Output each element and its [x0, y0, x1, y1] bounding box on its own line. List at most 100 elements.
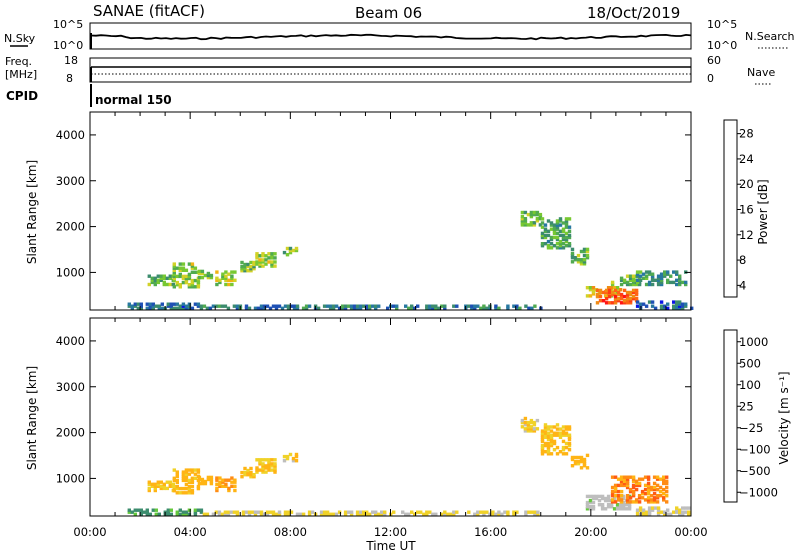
velocity-cell-8	[561, 439, 566, 444]
power-cell-11	[610, 292, 615, 297]
velocity-cell-13	[431, 512, 435, 516]
power-cell-11	[610, 301, 615, 305]
velocity-cell-3	[215, 476, 219, 480]
velocity-cell-1	[175, 480, 179, 485]
velocity-cell-5	[267, 462, 271, 466]
velocity-cell-11	[662, 475, 666, 479]
velocity-cell-13	[247, 510, 252, 514]
velocity-cell-1	[172, 486, 176, 491]
velocity-cell-5	[273, 458, 277, 462]
power-cell-7	[520, 210, 525, 215]
power-cell-15	[392, 304, 396, 308]
nave-tick-high: 60	[707, 54, 721, 67]
power-cell-9	[576, 260, 581, 264]
power-cell-14	[145, 302, 149, 306]
power-cell-10	[603, 294, 608, 298]
velocity-cell-8	[567, 427, 572, 431]
velocity-cell-0	[165, 480, 169, 484]
velocity-cell-8	[564, 427, 569, 431]
velocity-cell-3	[233, 478, 237, 482]
velocity-cell-8	[561, 431, 566, 435]
velocity-cell-13	[527, 510, 531, 514]
velocity-cell-11	[637, 483, 642, 488]
velocity-cell-13	[383, 512, 387, 516]
power-cell-11	[625, 297, 630, 301]
velocity-cell-11	[625, 475, 630, 479]
velocity-cell-13	[536, 510, 540, 514]
velocity-cell-1	[175, 486, 179, 491]
power-cell-11	[601, 299, 606, 303]
power-cell-8	[546, 229, 551, 233]
velocity-cell-8	[540, 439, 545, 444]
power-cell-12	[631, 278, 636, 282]
power-cell-8	[540, 235, 545, 240]
velocity-cell-12	[145, 508, 149, 512]
power-cell-8	[549, 235, 554, 240]
power-cell-12	[625, 280, 630, 285]
velocity-cell-1	[181, 472, 186, 476]
power-cell-14	[136, 302, 140, 306]
velocity-cell-3	[224, 482, 228, 486]
velocity-cell-11	[646, 487, 651, 492]
power-cell-14	[127, 302, 131, 306]
power-ytick-label: 3000	[56, 174, 85, 188]
velocity-cell-14	[656, 506, 661, 510]
power-cell-13	[663, 272, 667, 276]
velocity-cell-10	[597, 494, 602, 499]
velocity-cell-2	[209, 479, 214, 484]
velocity-cell-11	[662, 496, 666, 500]
power-cell-12	[619, 282, 624, 287]
power-cell-15	[362, 304, 366, 308]
power-cell-8	[561, 229, 566, 233]
velocity-cell-0	[168, 480, 172, 484]
power-cell-13	[641, 276, 646, 280]
power-cell-15	[328, 306, 333, 310]
velocity-cell-11	[665, 485, 669, 490]
power-cell-11	[607, 288, 612, 293]
power-cell-16	[659, 304, 664, 308]
power-cell-8	[546, 246, 551, 250]
velocity-cell-13	[202, 512, 207, 516]
power-cell-11	[613, 294, 618, 299]
power-cell-8	[552, 231, 557, 236]
velocity-cell-12	[133, 508, 137, 512]
velocity-cell-1	[190, 470, 195, 474]
power-cell-14	[145, 306, 149, 310]
velocity-cell-9	[579, 459, 584, 464]
power-cell-13	[659, 280, 664, 285]
velocity-cell-4	[252, 475, 256, 479]
power-cell-11	[619, 294, 624, 299]
power-cell-11	[607, 290, 612, 295]
power-colorbar-tick-label: 24	[739, 152, 754, 166]
power-cell-15	[494, 304, 498, 308]
power-cell-11	[598, 294, 603, 299]
velocity-cell-10	[621, 500, 626, 505]
velocity-cell-1	[184, 491, 189, 495]
power-cell-11	[634, 297, 639, 301]
power-cell-7	[520, 214, 525, 219]
power-cell-11	[619, 292, 624, 297]
power-cell-15	[482, 304, 486, 308]
velocity-cell-1	[172, 478, 176, 483]
velocity-cell-13	[422, 512, 426, 516]
power-cell-1	[178, 283, 182, 287]
power-cell-1	[196, 278, 201, 283]
power-cell-3	[230, 282, 234, 287]
power-cell-15	[232, 304, 237, 308]
velocity-cell-11	[649, 487, 654, 492]
power-cell-7	[520, 217, 525, 221]
power-cell-11	[628, 301, 633, 305]
power-cell-14	[157, 306, 161, 310]
velocity-cell-5	[264, 466, 268, 470]
velocity-cell-13	[497, 510, 501, 514]
power-cell-1	[193, 270, 198, 274]
velocity-cell-7	[526, 429, 531, 433]
power-cell-0	[156, 280, 160, 285]
velocity-cell-2	[197, 475, 202, 480]
velocity-cell-13	[283, 510, 288, 514]
velocity-cell-1	[175, 484, 179, 489]
velocity-cell-13	[452, 512, 456, 516]
power-cell-14	[139, 304, 143, 308]
power-cell-14	[154, 304, 158, 308]
velocity-cell-3	[215, 486, 219, 491]
